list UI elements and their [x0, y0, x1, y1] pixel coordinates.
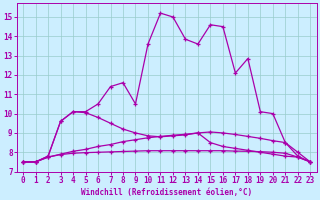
X-axis label: Windchill (Refroidissement éolien,°C): Windchill (Refroidissement éolien,°C): [81, 188, 252, 197]
